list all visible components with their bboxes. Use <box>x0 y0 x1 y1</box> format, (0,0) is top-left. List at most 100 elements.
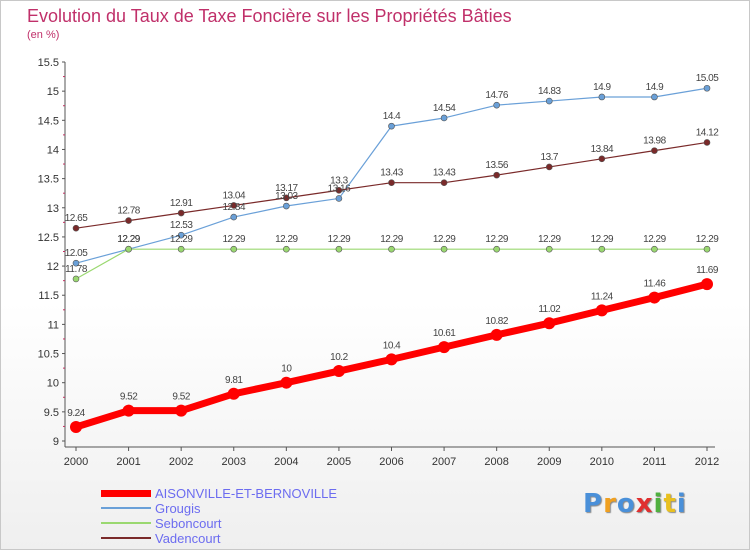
data-label: 14.12 <box>696 127 719 138</box>
data-label: 10 <box>281 364 292 375</box>
data-label: 10.82 <box>485 316 508 327</box>
legend-label: Grougis <box>155 501 201 516</box>
x-tick-label: 2001 <box>116 456 140 468</box>
data-point <box>651 147 658 154</box>
legend-label: Vadencourt <box>155 531 221 546</box>
data-label: 12.91 <box>170 198 193 209</box>
data-point <box>545 163 553 171</box>
y-tick-label: 15 <box>47 86 59 98</box>
logo-letter: t <box>663 489 677 519</box>
x-tick-label: 2002 <box>169 456 193 468</box>
data-label: 9.52 <box>120 392 138 403</box>
data-label: 12.29 <box>643 234 666 245</box>
data-point <box>335 245 343 253</box>
x-tick-label: 2004 <box>274 456 298 468</box>
y-tick-label: 15.5 <box>38 57 59 69</box>
data-point <box>125 217 132 224</box>
data-label: 10.2 <box>330 352 348 363</box>
data-point <box>651 93 658 101</box>
data-label: 14.76 <box>485 90 508 101</box>
data-point <box>543 317 556 330</box>
data-point <box>493 171 500 179</box>
data-point <box>72 224 80 232</box>
data-point <box>440 114 448 122</box>
data-label: 13.17 <box>275 183 298 194</box>
y-tick-label: 12.5 <box>38 232 59 244</box>
data-point <box>175 404 188 417</box>
data-label: 13.16 <box>328 183 351 194</box>
data-label: 12.84 <box>222 202 245 213</box>
y-tick-label: 11.5 <box>38 290 59 302</box>
data-point <box>283 194 290 202</box>
data-label: 12.78 <box>117 206 140 217</box>
data-label: 12.65 <box>65 213 88 224</box>
data-label: 12.29 <box>696 234 719 245</box>
y-tick-label: 12 <box>47 261 59 273</box>
data-label: 13.7 <box>541 152 559 163</box>
data-point <box>388 122 395 130</box>
data-label: 15.05 <box>696 73 719 84</box>
data-label: 13.04 <box>222 190 245 201</box>
data-point <box>438 341 451 354</box>
data-label: 12.29 <box>380 234 403 245</box>
data-label: 12.29 <box>275 234 298 245</box>
chart-unit: (en %) <box>27 29 60 41</box>
data-point <box>177 231 185 239</box>
data-point <box>230 202 238 209</box>
legend-label: AISONVILLE-ET-BERNOVILLE <box>155 486 338 501</box>
data-point <box>335 186 343 194</box>
data-label: 9.52 <box>172 392 190 403</box>
data-label: 13.56 <box>485 160 508 171</box>
data-label: 12.29 <box>117 234 140 245</box>
data-label: 11.69 <box>696 265 719 276</box>
data-label: 14.83 <box>538 86 561 97</box>
data-label: 11.46 <box>644 279 667 290</box>
logo-letter: r <box>603 489 617 519</box>
data-label: 12.53 <box>170 220 193 231</box>
data-label: 11.02 <box>538 304 561 315</box>
data-point <box>651 245 658 253</box>
data-point <box>122 404 135 417</box>
y-tick-label: 14 <box>47 144 59 156</box>
data-point <box>595 304 608 317</box>
x-tick-label: 2010 <box>590 456 614 468</box>
legend-swatch <box>101 537 151 539</box>
logo-letter: P <box>583 489 604 519</box>
data-label: 12.29 <box>485 234 508 245</box>
data-point <box>701 278 713 291</box>
data-point <box>177 245 185 253</box>
chart-title: Evolution du Taux de Taxe Foncière sur l… <box>27 6 512 26</box>
y-tick-label: 9 <box>53 436 59 448</box>
data-point <box>230 213 238 221</box>
data-label: 11.78 <box>65 264 88 275</box>
x-tick-label: 2000 <box>64 456 88 468</box>
data-point <box>703 84 711 92</box>
x-tick-label: 2007 <box>432 456 456 468</box>
data-point <box>703 245 711 253</box>
data-point <box>598 245 606 253</box>
data-point <box>335 195 343 202</box>
logo-letter: o <box>616 489 636 519</box>
data-point <box>598 155 606 163</box>
data-label: 14.9 <box>646 82 664 93</box>
data-point <box>598 93 606 101</box>
data-label: 9.24 <box>67 408 85 419</box>
data-label: 14.4 <box>383 111 401 122</box>
data-label: 13.43 <box>433 168 456 179</box>
logo-letter: i <box>676 489 687 519</box>
data-label: 12.29 <box>591 234 614 245</box>
data-label: 12.29 <box>117 234 140 245</box>
x-tick-label: 2012 <box>695 456 719 468</box>
y-tick-label: 9.5 <box>44 407 59 419</box>
data-point <box>283 202 290 210</box>
data-label: 12.05 <box>65 248 88 259</box>
data-point <box>388 179 395 186</box>
y-tick-label: 14.5 <box>38 115 59 127</box>
logo-letter: x <box>635 489 654 519</box>
data-label: 9.81 <box>225 375 243 386</box>
x-tick-label: 2006 <box>379 456 403 468</box>
data-point <box>177 209 185 217</box>
data-point <box>227 387 240 400</box>
data-label: 13.3 <box>330 175 348 186</box>
x-tick-label: 2005 <box>327 456 351 468</box>
